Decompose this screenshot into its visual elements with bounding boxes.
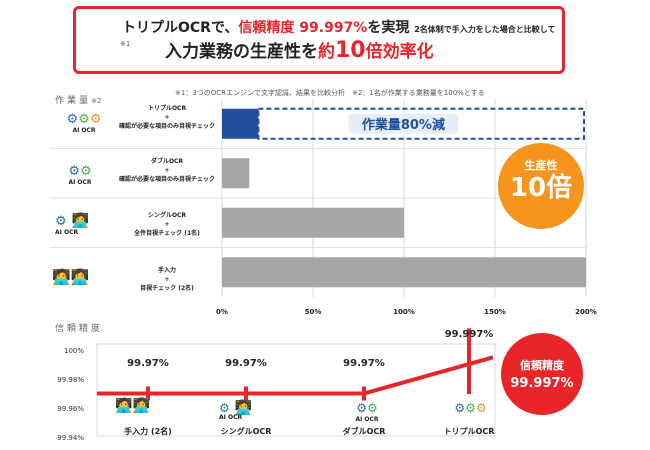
footnotes: ※1：3つのOCRエンジンで文字認識、結果を比較分析 ※2：1名が作業する業務量… xyxy=(175,89,485,97)
gear-icon: ⚙ xyxy=(454,401,466,415)
productivity-badge: 生産性 10倍 xyxy=(498,143,584,229)
workload-bar xyxy=(222,158,250,189)
headline-suffix: を実現 xyxy=(367,20,410,36)
headline2-about: 約 xyxy=(318,42,335,62)
ai-ocr-label: AI OCR xyxy=(355,416,379,423)
precision-badge: 信頼精度 99.997% xyxy=(501,333,583,415)
gear-icon: ⚙ xyxy=(80,164,92,179)
gear-icon: ⚙ xyxy=(367,401,378,415)
headline-prefix: トリプルOCRで、 xyxy=(122,20,239,36)
row2-label: ダブルOCR + 確認が必要な項目のみ目視チェック xyxy=(112,157,222,184)
headline2-suffix: 倍効率化 xyxy=(365,42,434,62)
headline-line2: 入力業務の生産性を約10倍効率化 xyxy=(165,37,434,63)
y-tick-label: 100% xyxy=(64,347,84,355)
gear-icon: ⚙ xyxy=(219,401,230,415)
y-tick-label: 99.94% xyxy=(57,434,84,442)
cat3-icons: ⚙⚙ AI OCR xyxy=(347,397,387,423)
gear-icon: ⚙ xyxy=(78,112,90,127)
person-laptop-icon: 👩‍💻 xyxy=(70,268,90,286)
precision-badge-label: 信頼精度 xyxy=(520,359,564,372)
y-tick-label: 99.98% xyxy=(57,376,84,384)
x-tick-label: 150% xyxy=(484,308,506,316)
gear-icon: ⚙ xyxy=(66,112,79,127)
precision-category-label: トリプルOCR xyxy=(444,426,495,436)
row4-icon-group: 🧑‍💻👩‍💻 xyxy=(52,268,122,286)
gear-icon: ⚙ xyxy=(68,164,80,179)
row-label-line1: トリプルOCR xyxy=(147,105,187,112)
x-tick-label: 100% xyxy=(393,308,415,316)
y-tick-label: 99.96% xyxy=(57,405,84,413)
precision-frame xyxy=(96,343,496,437)
precision-category-label: シングルOCR xyxy=(221,426,272,436)
row-label-line1: 手入力 xyxy=(157,267,176,274)
ai-ocr-label: AI OCR xyxy=(55,229,79,236)
headline2-prefix: 入力業務の生産性を xyxy=(165,42,318,62)
row-label-line1: ダブルOCR xyxy=(150,158,184,165)
productivity-badge-value: 10倍 xyxy=(509,173,573,203)
ai-ocr-label: AI OCR xyxy=(219,414,243,421)
precision-value-label: 99.997% xyxy=(445,329,494,340)
precision-category-label: 手入力 (2名) xyxy=(124,426,172,436)
cat2-icons: ⚙ 👩‍💻 AI OCR xyxy=(219,397,279,421)
row4-label: 手入力 + 目視チェック (2名) xyxy=(112,266,222,293)
productivity-badge-label: 生産性 xyxy=(524,159,558,172)
person-laptop-icon: 🧑‍💻 xyxy=(52,268,71,286)
row3-icon-group: ⚙ 👩‍💻 AI OCR xyxy=(55,210,115,236)
workload-bar xyxy=(222,257,586,288)
headline-box xyxy=(73,6,565,74)
gear-icon: ⚙ xyxy=(465,401,476,415)
row-label-line3: 目視チェック (2名) xyxy=(140,285,194,292)
x-tick-label: 0% xyxy=(216,308,228,316)
row-label-line3: 確認が必要な項目のみ目視チェック xyxy=(118,176,215,183)
person-laptop-icon: 👩‍💻 xyxy=(71,213,90,229)
workload-bar xyxy=(222,207,404,238)
workload-bar xyxy=(222,108,259,139)
headline-highlight: 信頼精度 99.997% xyxy=(238,20,368,36)
row-label-line3: 確認が必要な項目のみ目視チェック xyxy=(118,123,215,130)
row2-icon-group: ⚙⚙ AI OCR xyxy=(58,160,102,186)
workload-note: ※2 xyxy=(91,97,102,105)
headline-line1: トリプルOCRで、信頼精度 99.997%を実現 2名体制で手入力をした場合と比… xyxy=(122,17,556,37)
row-label-line2: + xyxy=(164,276,170,283)
gear-icon: ⚙ xyxy=(89,112,102,127)
precision-category-label: ダブルOCR xyxy=(343,426,386,436)
x-tick-label: 50% xyxy=(305,308,322,316)
row1-icon-group: ⚙⚙⚙ AI OCR xyxy=(55,108,113,134)
row-label-line2: + xyxy=(164,221,170,228)
precision-value-label: 99.97% xyxy=(127,358,169,369)
precision-badge-value: 99.997% xyxy=(510,376,574,391)
person-laptop-icon: 👩‍💻 xyxy=(234,400,253,416)
row-label-line2: + xyxy=(164,114,170,121)
reduction-label: 作業量80%減 xyxy=(362,117,445,133)
cat4-icons: ⚙⚙⚙ xyxy=(443,397,498,416)
gear-icon: ⚙ xyxy=(55,214,67,229)
cat1-icons: 🧑‍💻👩‍💻 xyxy=(115,398,150,414)
footnote-marker: ※1 xyxy=(120,40,131,48)
row-label-line2: + xyxy=(164,167,170,174)
workload-title: 作業量 xyxy=(55,96,92,106)
row-label-line3: 全件目視チェック (1名) xyxy=(134,230,200,237)
headline2-number: 10 xyxy=(335,38,366,63)
precision-value-label: 99.97% xyxy=(225,358,267,369)
row3-label: シングルOCR + 全件目視チェック (1名) xyxy=(112,211,222,238)
gear-icon: ⚙ xyxy=(475,401,487,415)
x-tick-label: 200% xyxy=(575,308,597,316)
person-laptop-icon: 👩‍💻 xyxy=(132,398,150,414)
row-label-line1: シングルOCR xyxy=(147,212,187,219)
headline-note: 2名体制で手入力をした場合と比較して xyxy=(414,25,556,34)
ai-ocr-label: AI OCR xyxy=(68,179,92,186)
reduction-label-bg xyxy=(348,113,459,134)
person-laptop-icon: 🧑‍💻 xyxy=(115,398,133,414)
gear-icon: ⚙ xyxy=(356,401,367,415)
ai-ocr-label: AI OCR xyxy=(72,127,96,134)
workload-section-title: 作業量※2 xyxy=(55,93,101,106)
row1-label: トリプルOCR + 確認が必要な項目のみ目視チェック xyxy=(112,104,222,131)
precision-section-title: 信頼精度 xyxy=(55,324,104,334)
precision-value-label: 99.97% xyxy=(343,358,385,369)
